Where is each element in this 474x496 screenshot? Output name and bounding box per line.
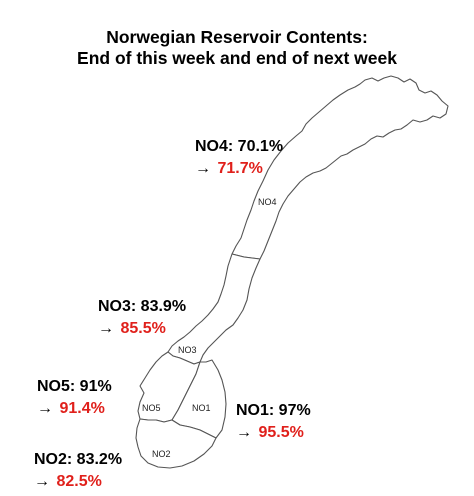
region-code-no2: NO2 <box>152 449 171 459</box>
callout-no5-next-week-row: → 91.4% <box>37 398 112 420</box>
callout-no5: NO5: 91% → 91.4% <box>37 376 112 420</box>
callout-no2-next-week: 82.5% <box>56 473 102 490</box>
callout-no4-this-week: NO4: 70.1% <box>195 138 284 155</box>
callout-no3-next-week: 85.5% <box>120 320 166 337</box>
arrow-right-icon: → <box>34 473 50 490</box>
region-code-no5: NO5 <box>142 403 161 413</box>
callout-no5-this-week: NO5: 91% <box>37 378 112 395</box>
region-no2-shape <box>135 418 217 469</box>
callout-no1-next-week: 95.5% <box>258 424 304 441</box>
arrow-right-icon: → <box>195 160 211 177</box>
callout-no2: NO2: 83.2% → 82.5% <box>34 449 122 493</box>
callout-no3-this-week: NO3: 83.9% <box>98 298 187 315</box>
arrow-right-icon: → <box>236 424 252 441</box>
callout-no1-next-week-row: → 95.5% <box>236 422 311 444</box>
callout-no4: NO4: 70.1% → 71.7% <box>195 136 283 180</box>
region-no4-shape <box>231 75 449 260</box>
callout-no3-next-week-row: → 85.5% <box>98 318 186 340</box>
callout-no1-this-week: NO1: 97% <box>236 402 311 419</box>
arrow-right-icon: → <box>98 320 114 337</box>
callout-no3: NO3: 83.9% → 85.5% <box>98 296 186 340</box>
arrow-right-icon: → <box>37 400 53 417</box>
callout-no2-next-week-row: → 82.5% <box>34 471 122 493</box>
map-title-line-2: End of this week and end of next week <box>77 48 397 68</box>
callout-no5-next-week: 91.4% <box>59 400 105 417</box>
callout-no1: NO1: 97% → 95.5% <box>236 400 311 444</box>
callout-no4-next-week-row: → 71.7% <box>195 158 283 180</box>
callout-no2-this-week: NO2: 83.2% <box>34 451 123 468</box>
callout-no4-next-week: 71.7% <box>217 160 263 177</box>
region-code-no3: NO3 <box>178 345 197 355</box>
region-code-no4: NO4 <box>258 197 277 207</box>
map-title-line-1: Norwegian Reservoir Contents: <box>106 27 368 47</box>
region-code-no1: NO1 <box>192 403 211 413</box>
